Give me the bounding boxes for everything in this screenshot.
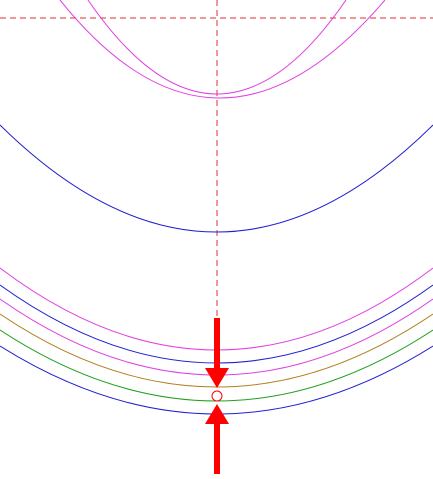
reference-point[interactable] [211, 390, 223, 402]
arrow-down [205, 318, 229, 388]
outer-top-arc [59, 0, 386, 99]
middle-arc [0, 124, 433, 233]
arrow-up [205, 404, 229, 474]
inner-top-arc [87, 0, 347, 95]
